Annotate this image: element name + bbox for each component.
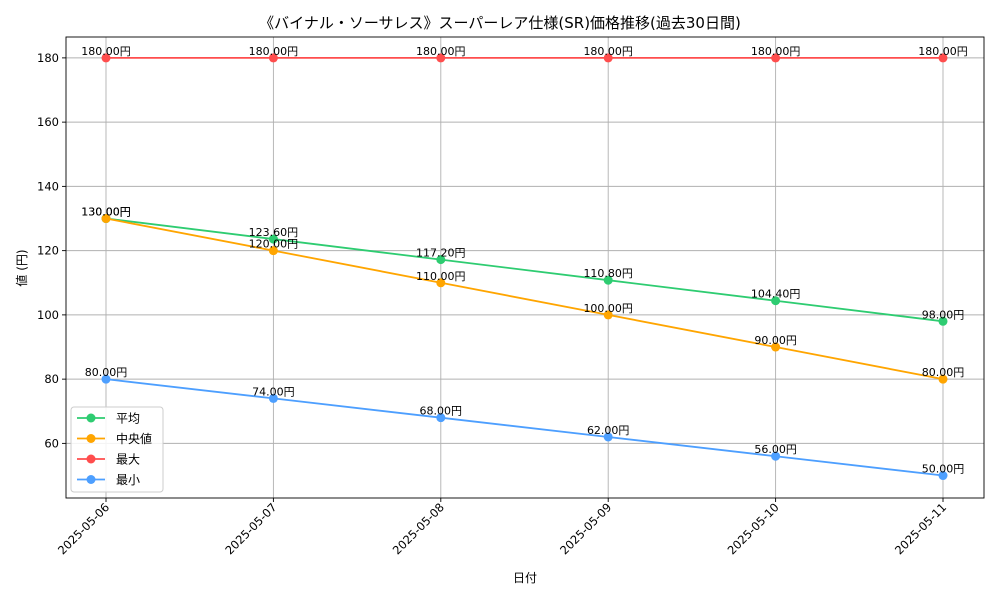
x-tick-label: 2025-05-07 bbox=[222, 500, 279, 557]
data-label: 110.80円 bbox=[583, 267, 633, 280]
data-point bbox=[268, 53, 278, 63]
data-label: 74.00円 bbox=[252, 385, 295, 398]
data-point bbox=[771, 342, 781, 352]
data-point bbox=[101, 214, 111, 224]
x-tick-label: 2025-05-06 bbox=[55, 500, 112, 557]
data-label: 180.00円 bbox=[918, 45, 968, 58]
x-axis-label: 日付 bbox=[513, 571, 537, 585]
data-point bbox=[771, 53, 781, 63]
data-point bbox=[436, 53, 446, 63]
legend-label: 平均 bbox=[116, 412, 140, 426]
y-axis-label: 値 (円) bbox=[14, 249, 29, 286]
data-point bbox=[603, 432, 613, 442]
x-tick-label: 2025-05-08 bbox=[390, 500, 447, 557]
data-point bbox=[771, 296, 781, 306]
data-labels: 130.00円 123.60円 117.20円 110.80円 104.40円 98.00… bbox=[81, 45, 968, 476]
data-point bbox=[268, 393, 278, 403]
data-label: 56.00円 bbox=[754, 443, 797, 456]
data-label: 90.00円 bbox=[754, 334, 797, 347]
y-tick-label: 80 bbox=[44, 372, 59, 386]
y-tick-label: 100 bbox=[37, 308, 59, 322]
x-tick-label: 2025-05-11 bbox=[892, 500, 949, 557]
data-point bbox=[938, 316, 948, 326]
data-label: 180.00円 bbox=[416, 45, 466, 58]
legend-label: 最小 bbox=[116, 473, 140, 487]
legend-marker bbox=[86, 475, 96, 484]
y-tick-label: 160 bbox=[37, 115, 59, 129]
legend-label: 中央値 bbox=[116, 431, 152, 446]
data-label: 180.00円 bbox=[751, 45, 801, 58]
data-label: 80.00円 bbox=[85, 366, 128, 379]
data-point bbox=[436, 278, 446, 288]
data-point bbox=[603, 310, 613, 320]
legend-box bbox=[70, 406, 164, 493]
data-label: 120.00円 bbox=[249, 238, 299, 251]
data-point bbox=[268, 246, 278, 256]
chart-title: 《バイナル・ソーサレス》スーパーレア仕様(SR)価格推移(過去30日間) bbox=[259, 14, 741, 32]
data-point bbox=[771, 451, 781, 461]
data-point bbox=[938, 53, 948, 63]
data-label: 50.00円 bbox=[922, 463, 965, 476]
y-tick-label: 120 bbox=[37, 244, 59, 258]
series-line-3 bbox=[105, 378, 944, 477]
data-label: 104.40円 bbox=[751, 288, 801, 301]
axes: 2025-05-06 2025-05-07 2025-05-08 2025-05-09… bbox=[37, 51, 949, 558]
data-label: 68.00円 bbox=[420, 405, 463, 418]
data-label: 180.00円 bbox=[249, 45, 299, 58]
data-point bbox=[436, 255, 446, 265]
data-label: 180.00円 bbox=[81, 45, 131, 58]
x-tick-label: 2025-05-09 bbox=[557, 500, 614, 557]
y-tick-label: 180 bbox=[37, 51, 59, 65]
legend-marker bbox=[86, 434, 96, 443]
y-tick-label: 60 bbox=[44, 436, 59, 450]
data-label: 130.00円 bbox=[81, 206, 131, 219]
data-label: 130.00円 bbox=[81, 206, 131, 219]
plot-frame bbox=[65, 36, 985, 499]
data-point bbox=[101, 53, 111, 63]
data-point bbox=[938, 471, 948, 481]
data-point bbox=[603, 275, 613, 285]
legend-label: 最大 bbox=[116, 453, 140, 467]
data-point bbox=[436, 413, 446, 423]
legend-marker bbox=[86, 413, 96, 423]
legend-marker bbox=[86, 454, 96, 464]
data-label: 98.00円 bbox=[922, 308, 965, 321]
data-point bbox=[603, 53, 613, 63]
data-point bbox=[101, 374, 111, 384]
y-tick-label: 140 bbox=[37, 179, 59, 193]
data-label: 80.00円 bbox=[922, 366, 965, 379]
data-label: 62.00円 bbox=[587, 424, 630, 437]
data-point bbox=[938, 374, 948, 384]
data-label: 123.60円 bbox=[249, 226, 299, 239]
series-lines bbox=[101, 53, 948, 481]
grid-lines bbox=[66, 37, 984, 498]
data-label: 100.00円 bbox=[583, 302, 633, 315]
data-label: 180.00円 bbox=[583, 45, 633, 58]
x-tick-label: 2025-05-10 bbox=[725, 500, 782, 557]
series-line-0 bbox=[105, 217, 944, 323]
series-line-1 bbox=[105, 217, 944, 381]
data-label: 117.20円 bbox=[416, 247, 466, 260]
data-label: 110.00円 bbox=[416, 270, 466, 283]
data-point bbox=[268, 234, 278, 244]
